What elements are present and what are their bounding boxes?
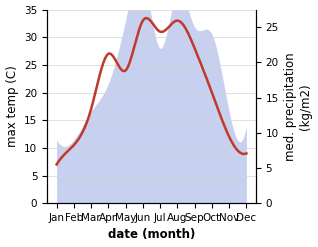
Y-axis label: med. precipitation
(kg/m2): med. precipitation (kg/m2) xyxy=(284,52,313,161)
X-axis label: date (month): date (month) xyxy=(108,228,195,242)
Y-axis label: max temp (C): max temp (C) xyxy=(5,65,18,147)
